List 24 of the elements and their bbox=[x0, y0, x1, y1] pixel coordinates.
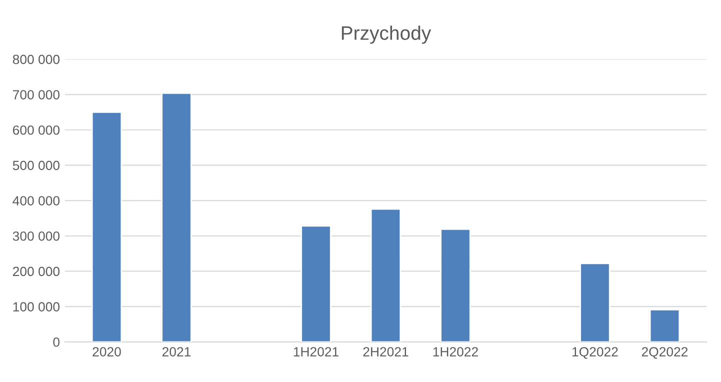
x-tick-label: 1Q2022 bbox=[572, 347, 618, 359]
y-tick-label: 500 000 bbox=[12, 160, 60, 170]
bar bbox=[300, 225, 332, 342]
y-tick-label: 400 000 bbox=[12, 196, 60, 206]
y-tick-label: 700 000 bbox=[13, 90, 60, 100]
x-tick-label: 1H2022 bbox=[433, 347, 478, 356]
y-tick-label: 300 000 bbox=[12, 231, 60, 241]
y-tick-label: 200 000 bbox=[13, 266, 60, 276]
y-tick-label: 600 000 bbox=[13, 125, 60, 135]
bar bbox=[91, 112, 122, 342]
bar bbox=[580, 262, 610, 342]
bar bbox=[649, 309, 680, 342]
x-tick-label: 2Q2022 bbox=[642, 347, 688, 359]
y-tick-label: 100 000 bbox=[13, 302, 60, 312]
x-tick-label: 2021 bbox=[162, 347, 191, 356]
chart-title: Przychody bbox=[342, 26, 432, 44]
bar bbox=[161, 92, 192, 342]
y-tick-label: 800 000 bbox=[12, 54, 60, 64]
bar bbox=[440, 228, 471, 342]
bar bbox=[370, 208, 402, 342]
x-tick-label: 2H2021 bbox=[363, 347, 408, 356]
x-tick-label: 2020 bbox=[92, 347, 121, 356]
x-tick-label: 1H2021 bbox=[294, 347, 338, 356]
y-tick-label: 0 bbox=[53, 337, 60, 347]
